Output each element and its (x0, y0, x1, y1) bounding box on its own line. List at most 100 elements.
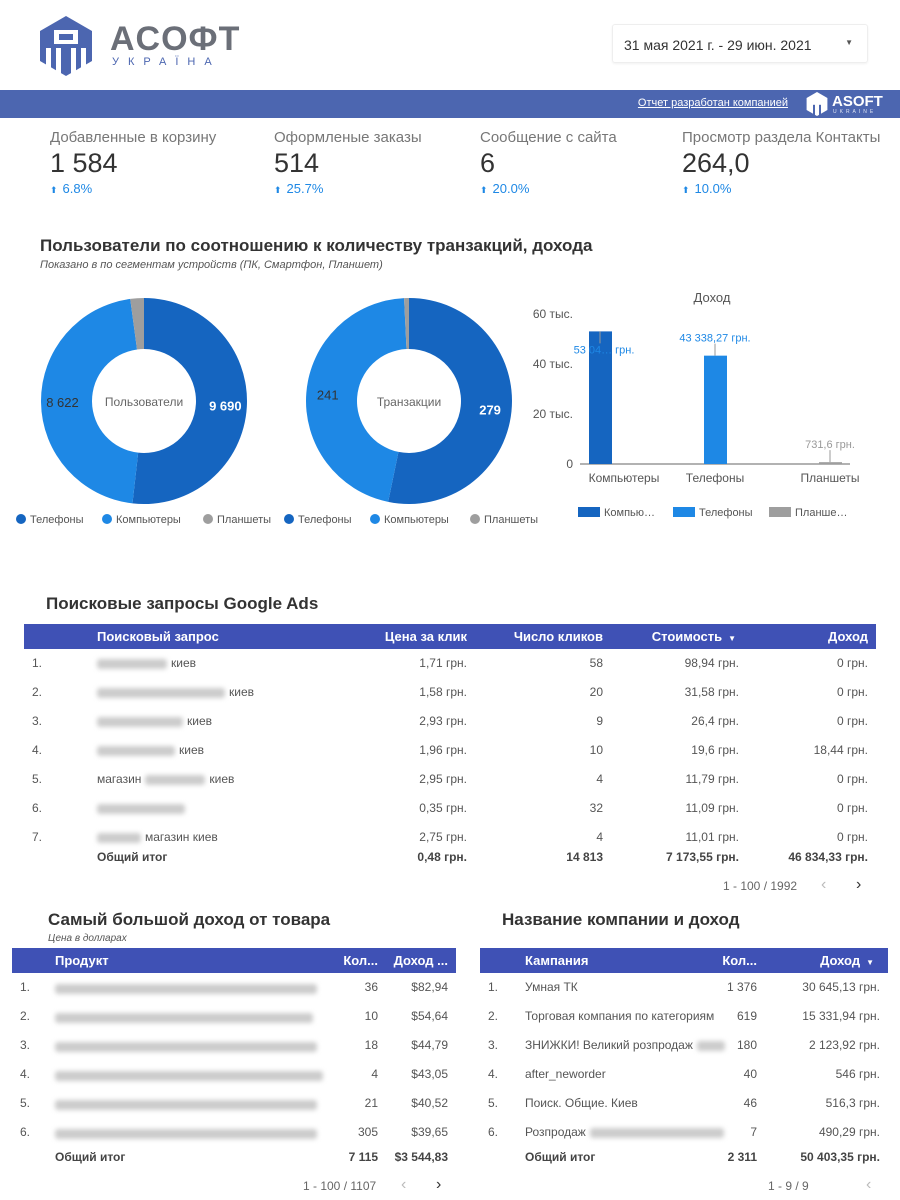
kpi-label: Сообщение с сайта (480, 129, 617, 146)
table-row[interactable]: 3. ЗНИЖКИ! Великий розпродаж 180 2 123,92 г… (480, 1038, 888, 1058)
legend-label: Планше… (795, 507, 847, 519)
kpi-change: ⬆ 20.0% (480, 181, 617, 196)
column-header-label: Продукт (55, 953, 109, 968)
redacted-product-name (55, 1129, 317, 1139)
legend-label: Телефоны (30, 514, 84, 526)
column-header[interactable]: Доход ▼ (820, 953, 874, 968)
redacted-product-name (55, 1042, 317, 1052)
cell-cpc: 2,75 грн. (419, 830, 467, 844)
cell-qty: 21 (364, 1096, 378, 1110)
cell-revenue: $82,94 (411, 980, 448, 994)
column-header[interactable]: Кол... (722, 953, 757, 968)
table-row[interactable]: 1. Умная ТК 1 376 30 645,13 грн. (480, 980, 888, 1000)
cell-revenue: 0 грн. (836, 714, 868, 728)
donut-slice[interactable] (388, 298, 512, 504)
cell-revenue: 0 грн. (836, 656, 868, 670)
row-number: 1. (20, 980, 31, 994)
bar-value-label: 43 338,27 грн. (679, 333, 750, 345)
campaign-name: Розпродаж (525, 1125, 728, 1139)
table-row[interactable]: 4. after_neworder 40 546 грн. (480, 1067, 888, 1087)
cell-clicks: 10 (589, 743, 603, 757)
table-row[interactable]: 5. магазин киев 2,95 грн. 4 11,79 грн. 0 грн. (24, 772, 876, 792)
donut-slice[interactable] (132, 298, 247, 504)
table-row[interactable]: 1. 36 $82,94 (12, 980, 456, 1000)
column-header[interactable]: Доход ... (394, 953, 448, 968)
kpi-value: 514 (274, 148, 320, 178)
donut-slice[interactable] (40, 298, 139, 504)
table-row[interactable]: 3. 18 $44,79 (12, 1038, 456, 1058)
table-row[interactable]: 6. 305 $39,65 (12, 1125, 456, 1145)
column-header[interactable]: Продукт (55, 953, 109, 968)
prev-page-icon[interactable]: ‹ (401, 1176, 407, 1193)
search-query: киев (97, 743, 204, 757)
redacted-product-name (55, 1013, 313, 1023)
table-row[interactable]: 3. киев 2,93 грн. 9 26,4 грн. 0 грн. (24, 714, 876, 734)
row-number: 4. (20, 1067, 31, 1081)
total-revenue: 50 403,35 грн. (800, 1150, 880, 1164)
donut-slice[interactable] (130, 298, 144, 350)
legend-swatch (470, 514, 480, 524)
bar[interactable] (819, 462, 842, 464)
search-query: киев (97, 656, 196, 670)
kpi-label: Просмотр раздела Контакты (682, 129, 881, 146)
column-header[interactable]: Стоимость ▼ (652, 629, 736, 644)
search-query: киев (97, 685, 254, 699)
bar[interactable] (704, 355, 727, 464)
cell-qty: 18 (364, 1038, 378, 1052)
campaign-name-text: Умная ТК (525, 980, 578, 994)
row-number: 1. (32, 656, 43, 670)
column-header[interactable]: Кампания (525, 953, 588, 968)
date-range-value: 31 мая 2021 г. - 29 июн. 2021 (624, 37, 812, 53)
bar[interactable] (589, 331, 612, 464)
table-header: Кампания Кол... Доход ▼ (480, 948, 888, 973)
logo-text: ACOФT (110, 20, 241, 58)
table-row[interactable]: 1. киев 1,71 грн. 58 98,94 грн. 0 грн. (24, 656, 876, 676)
column-header[interactable]: Кол... (343, 953, 378, 968)
table-row[interactable]: 2. 10 $54,64 (12, 1009, 456, 1029)
column-header-label: Доход (820, 953, 861, 968)
row-number: 1. (488, 980, 499, 994)
table-row[interactable]: 7. магазин киев 2,75 грн. 4 11,01 грн. 0 грн. (24, 830, 876, 850)
ads-table-title: Поисковые запросы Google Ads (46, 594, 319, 613)
table-row[interactable]: 2. киев 1,58 грн. 20 31,58 грн. 0 грн. (24, 685, 876, 705)
table-row[interactable]: 5. Поиск. Общие. Киев 46 516,3 грн. (480, 1096, 888, 1116)
cell-qty: 4 (371, 1067, 378, 1081)
row-number: 3. (488, 1038, 499, 1052)
column-header[interactable]: Цена за клик (385, 629, 467, 644)
row-number: 7. (32, 830, 43, 844)
column-header-label: Доход (828, 629, 868, 644)
table-row[interactable]: 2. Торговая компания по категориям 619 15 3… (480, 1009, 888, 1029)
kpi-label: Добавленные в корзину (50, 129, 217, 146)
redacted-product-name (55, 1100, 317, 1110)
query-text: киев (187, 714, 213, 728)
column-header[interactable]: Поисковый запрос (97, 629, 219, 644)
column-header[interactable]: Доход (828, 629, 868, 644)
prev-page-icon[interactable]: ‹ (866, 1176, 872, 1193)
cell-qty: 10 (364, 1009, 378, 1023)
table-row[interactable]: 5. 21 $40,52 (12, 1096, 456, 1116)
table-row[interactable]: 6. Розпродаж 7 490,29 грн. (480, 1125, 888, 1145)
prev-page-icon[interactable]: ‹ (821, 876, 827, 893)
cell-qty: 1 376 (726, 980, 757, 994)
next-page-icon[interactable]: › (856, 876, 862, 893)
logo: ACOФT УКРАЇНА (40, 16, 250, 76)
products-table-subtitle: Цена в долларах (48, 933, 127, 944)
donut-slice[interactable] (306, 298, 407, 502)
table-row[interactable]: 4. 4 $43,05 (12, 1067, 456, 1087)
column-header[interactable]: Число кликов (514, 629, 603, 644)
y-tick-label: 40 тыс. (533, 357, 573, 371)
donut-center-label: Пользователи (105, 395, 183, 409)
donut-slice[interactable] (404, 298, 409, 350)
cell-clicks: 9 (596, 714, 603, 728)
total-label: Общий итог (97, 850, 168, 864)
table-row[interactable]: 4. киев 1,96 грн. 10 19,6 грн. 18,44 грн. (24, 743, 876, 763)
next-page-icon[interactable]: › (436, 1176, 442, 1193)
developer-link[interactable]: Отчет разработан компанией (637, 97, 788, 109)
table-row[interactable]: 6. 0,35 грн. 32 11,09 грн. 0 грн. (24, 801, 876, 821)
slice-label: 8 622 (46, 395, 79, 410)
redacted-product-name (55, 984, 317, 994)
cell-cost: 19,6 грн. (691, 743, 739, 757)
date-range-picker[interactable]: 31 мая 2021 г. - 29 июн. 2021 ▼ (612, 24, 868, 63)
campaign-name-text: Торговая компания по категориям (525, 1009, 715, 1023)
campaign-name: Умная ТК (525, 980, 578, 994)
